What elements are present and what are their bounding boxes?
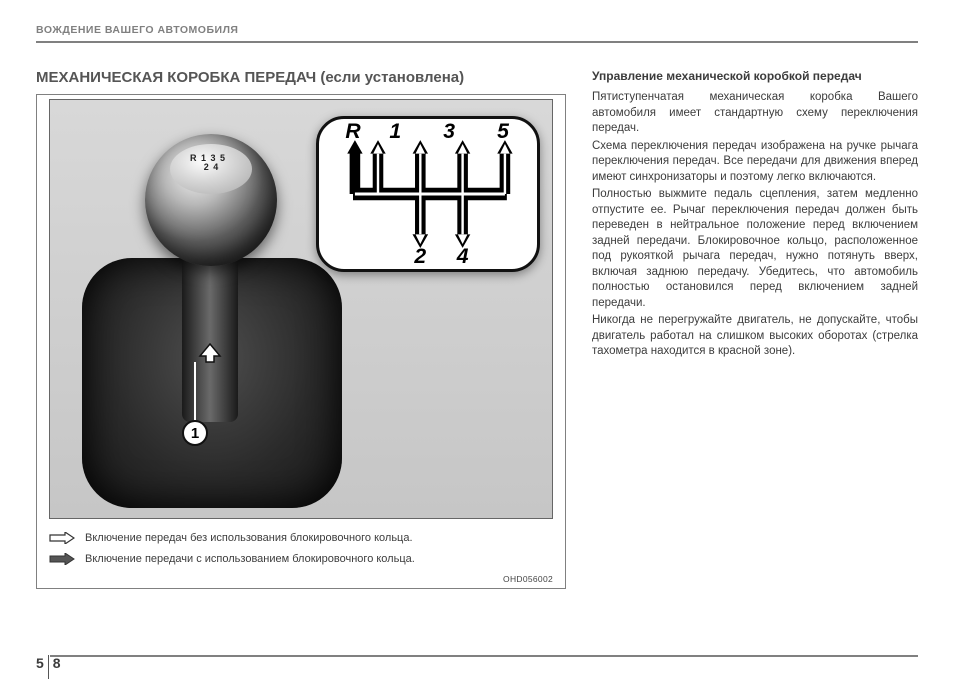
- header-rule: [36, 41, 918, 43]
- gear-r: R: [345, 120, 361, 143]
- gearshift-figure: R 1 3 5 2 4 1: [49, 99, 553, 519]
- paragraph-2: Схема переключения передач изображена на…: [592, 139, 918, 186]
- open-arrow-icon: [49, 532, 75, 544]
- gear-4: 4: [456, 245, 469, 268]
- page-number: 8: [49, 655, 61, 679]
- subsection-title: Управление механической коробкой передач: [592, 69, 918, 84]
- knob-pattern-text: R 1 3 5 2 4: [190, 154, 226, 172]
- figure-code: OHD056002: [49, 574, 553, 584]
- paragraph-4: Никогда не перегружайте двигатель, не до…: [592, 313, 918, 360]
- section-title: МЕХАНИЧЕСКАЯ КОРОБКА ПЕРЕДАЧ (если устан…: [36, 69, 566, 86]
- gear-1: 1: [389, 120, 401, 143]
- chapter-number: 5: [36, 655, 49, 679]
- body-text: Управление механической коробкой передач…: [592, 69, 918, 589]
- paragraph-3: Полностью выжмите педаль сцепления, зате…: [592, 187, 918, 311]
- legend-text-2: Включение передачи с использованием блок…: [85, 550, 415, 569]
- gear-5: 5: [497, 120, 509, 143]
- paragraph-1: Пятиступенчатая механическая коробка Ваш…: [592, 90, 918, 137]
- shift-pattern-inset: R 1 3 5 2 4: [316, 116, 540, 272]
- footer-rule: [50, 655, 918, 657]
- figure-frame: R 1 3 5 2 4 1: [36, 94, 566, 589]
- gear-3: 3: [443, 120, 455, 143]
- legend-text-1: Включение передач без использования блок…: [85, 529, 413, 548]
- running-head: ВОЖДЕНИЕ ВАШЕГО АВТОМОБИЛЯ: [36, 24, 918, 36]
- gear-2: 2: [413, 245, 426, 268]
- callout-leader: [194, 362, 196, 420]
- callout-1: 1: [182, 420, 208, 446]
- legend: Включение передач без использования блок…: [49, 529, 553, 568]
- solid-arrow-icon: [49, 553, 75, 565]
- page-footer: 5 8: [36, 655, 61, 679]
- lift-arrow-icon: [198, 342, 222, 364]
